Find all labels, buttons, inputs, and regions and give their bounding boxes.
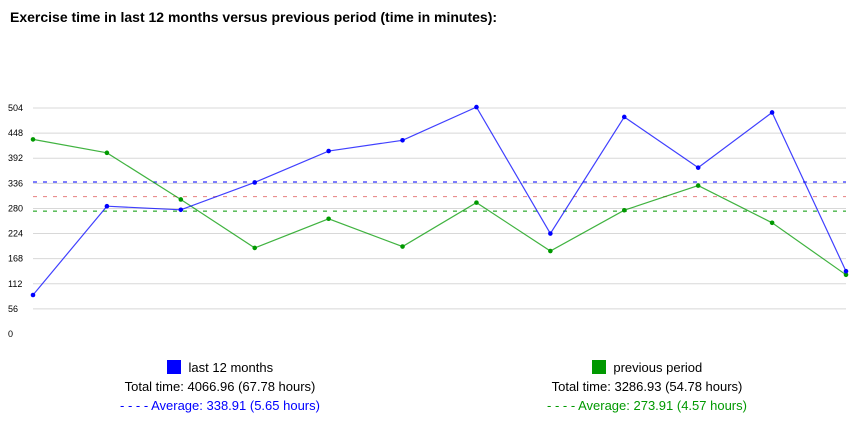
- data-point-current-5: [326, 148, 331, 154]
- legend-current: last 12 months Total time: 4066.96 (67.7…: [70, 358, 370, 415]
- legend-swatch-current: [166, 360, 181, 374]
- legend-average-previous: - - - - Average: 273.91 (4.57 hours): [547, 398, 747, 413]
- legend-swatch-previous: [591, 360, 606, 374]
- data-point-previous-5: [326, 216, 331, 222]
- data-point-previous-9: [621, 207, 627, 213]
- data-point-current-3: [178, 207, 184, 213]
- y-tick-label-224: 224: [8, 229, 23, 239]
- y-tick-label-280: 280: [8, 203, 23, 213]
- data-point-current-9: [621, 114, 627, 120]
- data-point-current-6: [400, 137, 405, 143]
- data-point-current-10: [695, 165, 701, 170]
- data-point-current-1: [30, 292, 36, 298]
- data-point-current-12: [843, 268, 849, 274]
- data-point-current-11: [769, 110, 775, 115]
- data-point-previous-8: [548, 248, 553, 254]
- y-tick-label-448: 448: [8, 128, 23, 138]
- legend-total-current: Total time: 4066.96 (67.78 hours): [124, 379, 316, 394]
- data-point-previous-11: [769, 220, 775, 226]
- y-tick-label-504: 504: [8, 103, 23, 113]
- y-tick-label-56: 56: [8, 304, 18, 314]
- data-point-current-8: [548, 231, 553, 236]
- data-point-previous-4: [252, 245, 258, 251]
- y-tick-label-336: 336: [8, 178, 23, 188]
- data-point-current-7: [474, 104, 479, 110]
- y-tick-label-0: 0: [8, 329, 13, 339]
- y-tick-label-392: 392: [8, 153, 23, 163]
- series-line-previous: [32, 138, 847, 276]
- data-point-previous-6: [400, 244, 405, 249]
- y-tick-label-168: 168: [8, 254, 23, 264]
- legend-label-previous: previous period: [613, 360, 703, 375]
- legend-label-current: last 12 months: [188, 360, 274, 375]
- legend-total-previous: Total time: 3286.93 (54.78 hours): [551, 379, 743, 394]
- data-point-previous-10: [695, 183, 701, 188]
- chart-title: Exercise time in last 12 months versus p…: [10, 9, 498, 25]
- series-line-current: [32, 106, 847, 296]
- data-point-previous-2: [104, 150, 110, 156]
- data-point-previous-12: [843, 272, 849, 278]
- data-point-previous-7: [474, 200, 479, 205]
- data-point-current-4: [252, 180, 258, 185]
- data-point-previous-1: [30, 137, 36, 142]
- legend-average-current: - - - - Average: 338.91 (5.65 hours): [120, 398, 320, 413]
- legend-previous: previous period Total time: 3286.93 (54.…: [497, 358, 797, 415]
- data-point-previous-3: [178, 197, 184, 202]
- data-point-current-2: [104, 203, 110, 209]
- y-tick-label-112: 112: [8, 279, 22, 289]
